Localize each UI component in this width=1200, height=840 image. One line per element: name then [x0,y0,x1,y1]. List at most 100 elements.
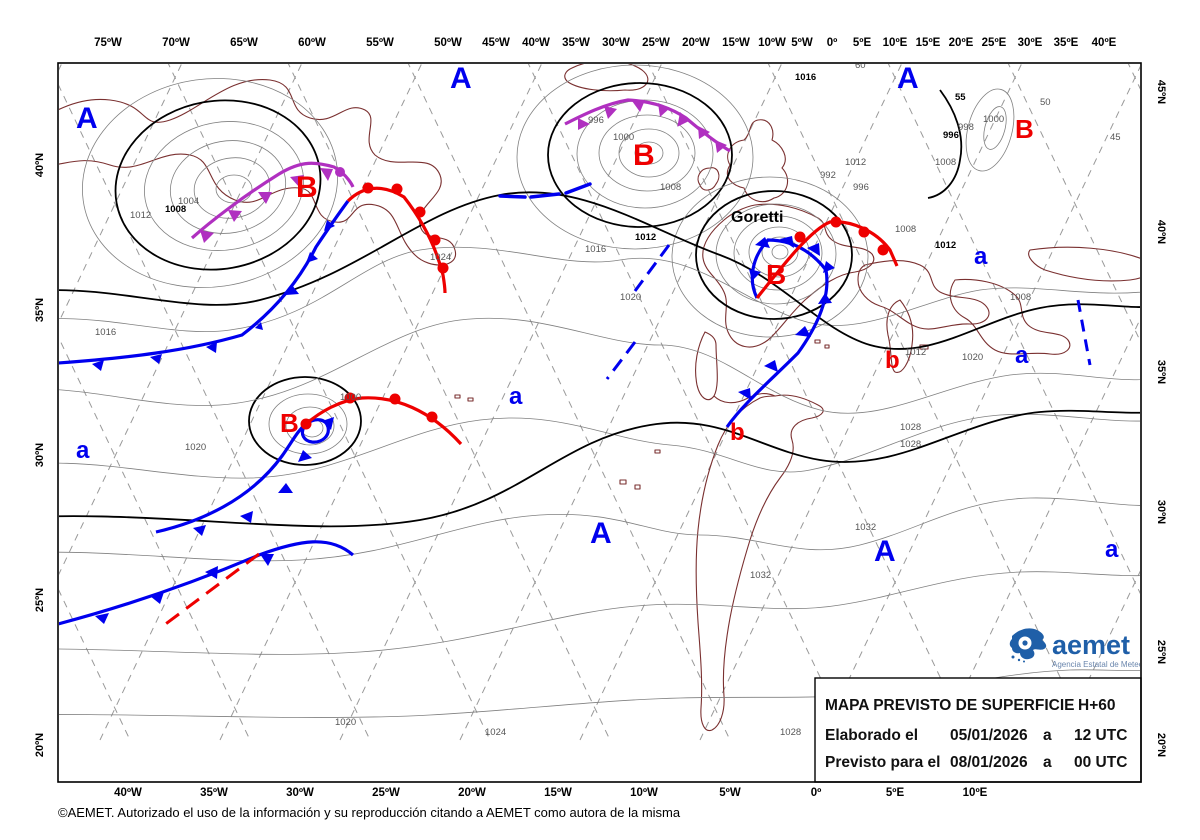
svg-text:50ºW: 50ºW [434,37,462,49]
svg-text:b: b [885,347,900,374]
svg-text:25ºN: 25ºN [34,588,46,612]
svg-text:996: 996 [853,182,869,193]
svg-text:35ºW: 35ºW [200,787,228,799]
svg-text:1000: 1000 [613,132,634,143]
svg-text:40ºN: 40ºN [34,153,46,177]
svg-text:b: b [730,419,745,446]
svg-text:20ºN: 20ºN [1155,733,1167,757]
svg-text:08/01/2026: 08/01/2026 [950,754,1028,771]
svg-text:1020: 1020 [962,352,983,363]
svg-text:10ºE: 10ºE [883,37,908,49]
svg-text:65ºW: 65ºW [230,37,258,49]
svg-text:1020: 1020 [620,292,641,303]
svg-text:15ºW: 15ºW [722,37,750,49]
svg-text:5ºE: 5ºE [886,787,905,799]
svg-text:B: B [1015,114,1034,144]
svg-text:1000: 1000 [340,392,361,403]
svg-text:MAPA PREVISTO DE SUPERFICIE: MAPA PREVISTO DE SUPERFICIE [825,697,1074,714]
svg-text:50: 50 [1040,97,1051,108]
svg-text:1028: 1028 [900,422,921,433]
svg-text:A: A [874,535,896,568]
svg-text:35ºW: 35ºW [562,37,590,49]
svg-text:5ºE: 5ºE [853,37,872,49]
svg-text:10ºW: 10ºW [630,787,658,799]
svg-text:45: 45 [1110,132,1121,143]
svg-text:10ºE: 10ºE [963,787,988,799]
svg-text:20ºE: 20ºE [949,37,974,49]
svg-text:A: A [590,517,612,550]
svg-text:30ºW: 30ºW [602,37,630,49]
svg-text:35ºN: 35ºN [1155,360,1167,384]
svg-text:1020: 1020 [185,442,206,453]
svg-text:20ºW: 20ºW [458,787,486,799]
svg-text:1008: 1008 [165,204,186,215]
svg-text:20ºW: 20ºW [682,37,710,49]
svg-text:20ºN: 20ºN [34,733,46,757]
svg-text:0º: 0º [827,37,838,49]
svg-text:1032: 1032 [855,522,876,533]
svg-text:1032: 1032 [750,570,771,581]
svg-text:25ºW: 25ºW [642,37,670,49]
svg-text:Goretti: Goretti [731,209,783,226]
svg-text:0º: 0º [811,787,822,799]
svg-text:1024: 1024 [485,727,506,738]
svg-text:H+60: H+60 [1078,697,1116,714]
svg-text:1008: 1008 [1010,292,1031,303]
svg-text:1008: 1008 [895,224,916,235]
svg-text:55ºW: 55ºW [366,37,394,49]
svg-text:25ºN: 25ºN [1155,640,1167,664]
svg-text:45ºN: 45ºN [1155,80,1167,104]
svg-text:©AEMET. Autorizado el uso de l: ©AEMET. Autorizado el uso de la informac… [58,805,681,820]
svg-text:a: a [1043,754,1052,771]
svg-text:1000: 1000 [983,114,1004,125]
svg-text:Elaborado el: Elaborado el [825,727,918,744]
svg-text:a: a [1015,342,1029,369]
svg-text:00 UTC: 00 UTC [1074,754,1127,771]
svg-text:1028: 1028 [780,727,801,738]
svg-text:B: B [296,171,318,204]
svg-text:30ºN: 30ºN [34,443,46,467]
svg-text:1012: 1012 [635,232,656,243]
svg-text:10ºW: 10ºW [758,37,786,49]
svg-text:B: B [766,259,786,290]
svg-text:1008: 1008 [660,182,681,193]
svg-text:05/01/2026: 05/01/2026 [950,727,1028,744]
svg-text:30ºN: 30ºN [1155,500,1167,524]
svg-text:998: 998 [958,122,974,133]
svg-text:15ºW: 15ºW [544,787,572,799]
svg-text:40ºW: 40ºW [114,787,142,799]
svg-text:1016: 1016 [95,327,116,338]
svg-text:1024: 1024 [430,252,451,263]
svg-text:5ºW: 5ºW [791,37,813,49]
svg-text:5ºW: 5ºW [719,787,741,799]
svg-text:1012: 1012 [845,157,866,168]
svg-text:1012: 1012 [130,210,151,221]
svg-text:12 UTC: 12 UTC [1074,727,1127,744]
svg-text:60ºW: 60ºW [298,37,326,49]
svg-text:aemet: aemet [1052,630,1130,660]
svg-text:1016: 1016 [585,244,606,255]
svg-text:a: a [1043,727,1052,744]
svg-text:35ºE: 35ºE [1054,37,1079,49]
svg-text:15ºE: 15ºE [916,37,941,49]
svg-text:1012: 1012 [935,240,956,251]
svg-text:992: 992 [820,170,836,181]
svg-text:B: B [633,139,655,172]
svg-text:1008: 1008 [935,157,956,168]
svg-text:40ºW: 40ºW [522,37,550,49]
svg-text:A: A [897,62,919,95]
svg-text:1028: 1028 [900,439,921,450]
svg-text:30ºE: 30ºE [1018,37,1043,49]
svg-text:Previsto para el: Previsto para el [825,754,940,771]
svg-text:55: 55 [955,92,966,103]
svg-text:996: 996 [943,130,959,141]
svg-text:75ºW: 75ºW [94,37,122,49]
svg-text:25ºW: 25ºW [372,787,400,799]
svg-text:1020: 1020 [335,717,356,728]
svg-text:40ºE: 40ºE [1092,37,1117,49]
svg-text:30ºW: 30ºW [286,787,314,799]
svg-text:35ºN: 35ºN [34,298,46,322]
svg-text:a: a [509,383,523,410]
svg-text:B: B [280,408,299,438]
svg-text:25ºE: 25ºE [982,37,1007,49]
